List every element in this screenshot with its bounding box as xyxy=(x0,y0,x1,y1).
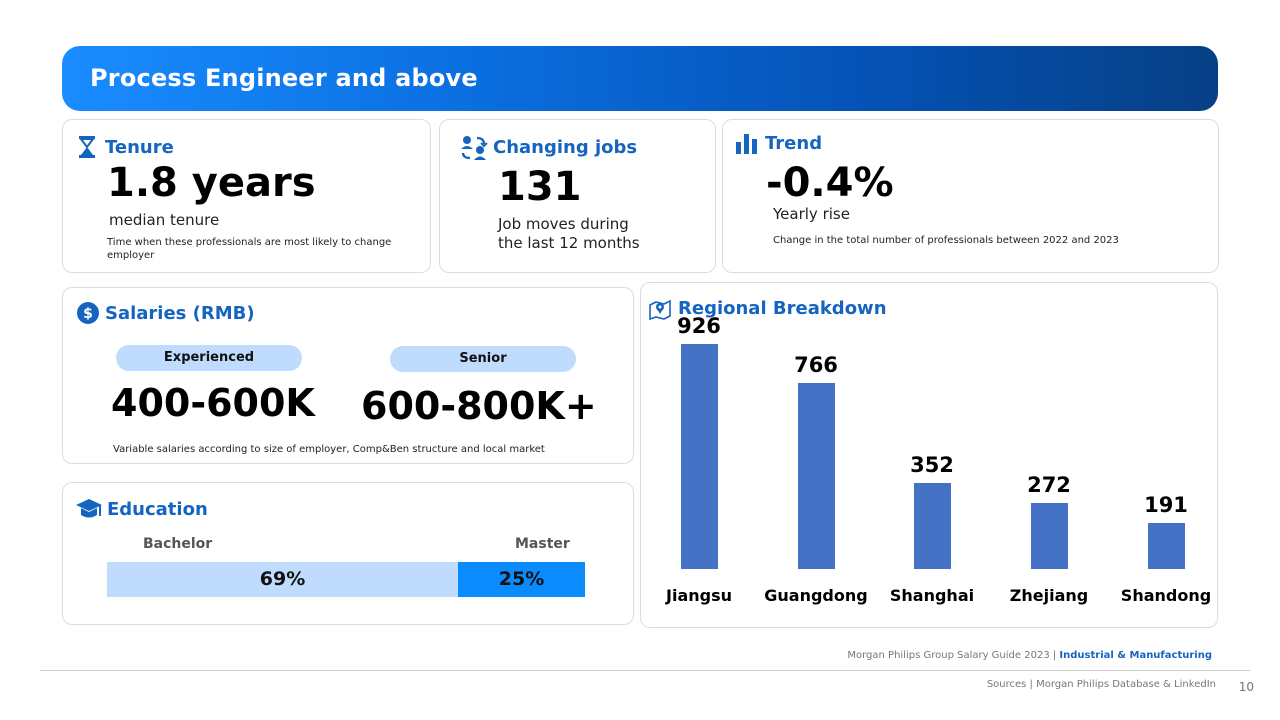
bar-value-label: 352 xyxy=(910,453,954,477)
master-bar: 25% xyxy=(458,562,585,597)
salaries-card: $ Salaries (RMB) Experienced Senior 400-… xyxy=(62,287,634,464)
master-label: Master xyxy=(515,536,570,552)
footer-guide-text: Morgan Philips Group Salary Guide 2023 | xyxy=(847,650,1057,661)
trend-title: Trend xyxy=(765,133,823,154)
map-pin-icon xyxy=(649,299,671,321)
changing-jobs-value: 131 xyxy=(498,164,582,210)
trend-note: Change in the total number of profession… xyxy=(773,235,1119,246)
bar-guangdong xyxy=(797,383,835,569)
tenure-note: Time when these professionals are most l… xyxy=(107,237,392,261)
bar-shanghai xyxy=(913,483,951,569)
trend-card: Trend -0.4% Yearly rise Change in the to… xyxy=(722,119,1219,273)
senior-salary: 600-800K+ xyxy=(361,384,597,428)
bar-shandong xyxy=(1147,523,1185,569)
category-label: Guangdong xyxy=(764,586,868,605)
experienced-salary: 400-600K xyxy=(111,381,315,425)
bar-value-label: 926 xyxy=(677,314,721,338)
category-label: Jiangsu xyxy=(666,586,732,605)
salaries-note: Variable salaries according to size of e… xyxy=(113,444,545,455)
trend-value: -0.4% xyxy=(766,160,894,206)
tenure-label: median tenure xyxy=(109,211,220,229)
category-label: Zhejiang xyxy=(1009,586,1089,605)
senior-pill: Senior xyxy=(390,346,576,372)
people-swap-icon xyxy=(461,136,488,160)
footer-sources: Sources | Morgan Philips Database & Link… xyxy=(986,679,1216,690)
footer-divider xyxy=(40,670,1250,671)
category-label: Shandong xyxy=(1120,586,1212,605)
bachelor-bar: 69% xyxy=(107,562,458,597)
bar-zhejiang xyxy=(1030,503,1068,569)
svg-text:$: $ xyxy=(83,306,93,322)
graduation-cap-icon xyxy=(76,499,102,518)
regional-breakdown-card: Regional Breakdown 926 Jiangsu 766 Guangdon… xyxy=(640,282,1218,628)
changing-jobs-title: Changing jobs xyxy=(493,137,638,158)
page-title: Process Engineer and above xyxy=(90,64,478,92)
bar-chart-icon xyxy=(736,134,757,154)
tenure-card: Tenure 1.8 years median tenure Time when… xyxy=(62,119,431,273)
salaries-title: Salaries (RMB) xyxy=(105,303,255,324)
bar-value-label: 766 xyxy=(794,353,838,377)
tenure-title: Tenure xyxy=(105,137,174,158)
hourglass-icon xyxy=(79,136,95,158)
footer-sector: Industrial & Manufacturing xyxy=(1059,650,1212,661)
bar-value-label: 272 xyxy=(1027,473,1071,497)
education-card: Education Bachelor Master 69% 25% xyxy=(62,482,634,625)
bar-value-label: 191 xyxy=(1144,493,1188,517)
regional-breakdown-title: Regional Breakdown xyxy=(678,298,887,319)
tenure-value: 1.8 years xyxy=(107,160,316,206)
regional-bar-chart: 926 Jiangsu 766 Guangdong 352 Shanghai 272 Zhej… xyxy=(641,283,1219,629)
trend-label: Yearly rise xyxy=(773,205,850,223)
bar-jiangsu xyxy=(680,344,718,569)
footer-guide: Morgan Philips Group Salary Guide 2023 |… xyxy=(847,650,1212,661)
header-banner: Process Engineer and above xyxy=(62,46,1218,111)
experienced-pill: Experienced xyxy=(116,345,302,371)
page-number: 10 xyxy=(1238,680,1254,694)
bachelor-label: Bachelor xyxy=(143,536,213,552)
dollar-icon: $ xyxy=(77,302,99,324)
changing-jobs-label-1: Job moves during xyxy=(498,215,629,233)
education-title: Education xyxy=(107,499,208,520)
changing-jobs-card: Changing jobs 131 Job moves during the l… xyxy=(439,119,716,273)
category-label: Shanghai xyxy=(889,586,975,605)
changing-jobs-label-2: the last 12 months xyxy=(498,234,640,252)
